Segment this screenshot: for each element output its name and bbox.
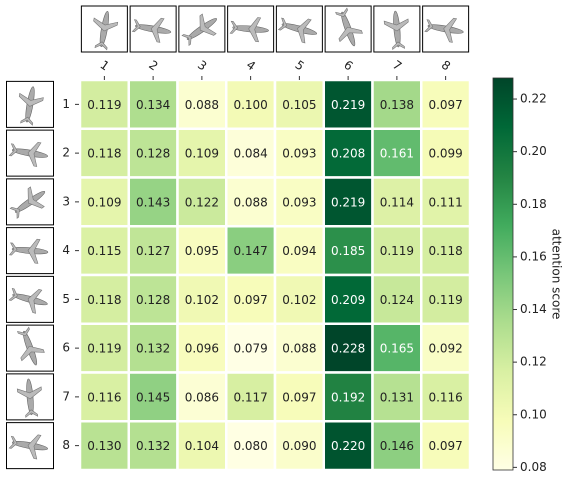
cell-value-label: 0.192 [331,390,365,404]
y-tick-label: 3 [62,194,70,208]
cell-value-label: 0.097 [282,390,316,404]
x-tick-label: 4 [244,58,258,74]
cell-value-label: 0.102 [185,293,219,307]
cell-value-label: 0.119 [87,342,121,356]
cell-value-label: 0.185 [331,244,365,258]
cell-value-label: 0.117 [233,390,267,404]
colorbar-tick-label: 0.22 [520,92,547,106]
cell-value-label: 0.094 [282,244,316,258]
cell-value-label: 0.134 [136,98,170,112]
x-tick-label: 5 [293,58,307,74]
cell-value-label: 0.127 [136,244,170,258]
colorbar-tick-label: 0.08 [520,460,547,474]
cell-value-label: 0.145 [136,390,170,404]
cell-value-label: 0.093 [282,147,316,161]
colorbar-tick-label: 0.16 [520,249,547,263]
cell-value-label: 0.165 [380,342,414,356]
cell-value-label: 0.100 [233,98,267,112]
colorbar-tick-label: 0.18 [520,197,547,211]
cell-value-label: 0.105 [282,98,316,112]
cell-value-label: 0.116 [87,390,121,404]
colorbar-tick-label: 0.12 [520,355,547,369]
cell-value-label: 0.118 [87,293,121,307]
cell-value-label: 0.086 [185,390,219,404]
cell-value-label: 0.146 [380,439,414,453]
cell-value-label: 0.143 [136,195,170,209]
cell-value-label: 0.128 [136,147,170,161]
x-tick-label: 3 [195,58,209,74]
cell-value-label: 0.116 [428,390,462,404]
cell-value-label: 0.084 [233,147,267,161]
cell-value-label: 0.097 [233,293,267,307]
cell-value-label: 0.090 [282,439,316,453]
y-tick-label: 6 [62,341,70,355]
cell-value-label: 0.088 [282,342,316,356]
cell-value-label: 0.080 [233,439,267,453]
cell-value-label: 0.109 [185,147,219,161]
cell-value-label: 0.228 [331,342,365,356]
cell-value-label: 0.131 [380,390,414,404]
x-tick-label: 1 [98,58,112,74]
cell-value-label: 0.130 [87,439,121,453]
cell-value-label: 0.096 [185,342,219,356]
cell-value-label: 0.114 [380,195,414,209]
cell-value-label: 0.097 [428,98,462,112]
cell-value-label: 0.092 [428,342,462,356]
chart: attention score 0.1190.1340.0880.1000.10… [0,0,569,478]
cell-value-label: 0.220 [331,439,365,453]
cell-value-label: 0.111 [428,195,462,209]
cell-value-label: 0.102 [282,293,316,307]
y-tick-label: 1 [62,97,70,111]
cell-value-label: 0.118 [87,147,121,161]
cell-value-label: 0.208 [331,147,365,161]
cell-value-label: 0.132 [136,342,170,356]
y-tick-label: 7 [62,389,70,403]
cell-value-label: 0.122 [185,195,219,209]
cell-value-label: 0.119 [87,98,121,112]
cell-value-label: 0.132 [136,439,170,453]
y-tick-label: 5 [62,292,70,306]
cell-value-label: 0.119 [428,293,462,307]
cell-value-label: 0.115 [87,244,121,258]
y-tick-label: 8 [62,438,70,452]
colorbar-tick-label: 0.14 [520,302,547,316]
cell-value-label: 0.099 [428,147,462,161]
cell-value-label: 0.109 [87,195,121,209]
colorbar-tick-label: 0.20 [520,144,547,158]
cell-value-label: 0.118 [428,244,462,258]
x-tick-label: 6 [341,58,355,74]
cell-value-label: 0.147 [233,244,267,258]
y-tick-label: 4 [62,243,70,257]
cell-value-label: 0.088 [185,98,219,112]
cell-value-label: 0.124 [380,293,414,307]
cell-value-label: 0.093 [282,195,316,209]
cell-value-label: 0.128 [136,293,170,307]
cell-value-label: 0.104 [185,439,219,453]
cell-value-label: 0.097 [428,439,462,453]
cell-value-label: 0.219 [331,98,365,112]
cell-value-label: 0.219 [331,195,365,209]
cell-value-label: 0.138 [380,98,414,112]
cell-value-label: 0.079 [233,342,267,356]
colorbar [493,78,513,470]
colorbar-label: attention score [550,229,564,320]
cell-value-label: 0.209 [331,293,365,307]
cell-value-label: 0.119 [380,244,414,258]
x-tick-label: 8 [439,58,453,74]
colorbar-tick-label: 0.10 [520,407,547,421]
cell-value-label: 0.161 [380,147,414,161]
x-tick-label: 2 [146,58,160,74]
x-tick-label: 7 [390,58,404,74]
y-tick-label: 2 [62,146,70,160]
cell-value-label: 0.095 [185,244,219,258]
cell-value-label: 0.088 [233,195,267,209]
